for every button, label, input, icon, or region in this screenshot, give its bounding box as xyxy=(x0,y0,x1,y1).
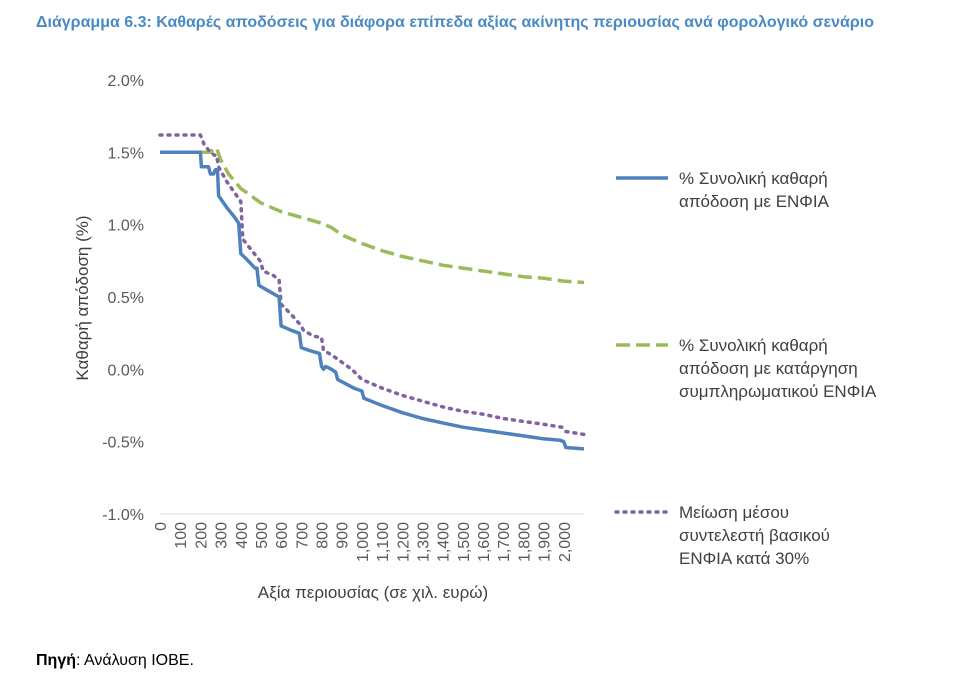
x-axis-label: Αξία περιουσίας (σε χιλ. ευρώ) xyxy=(258,583,488,602)
y-axis-ticks: 2.0% 1.5% 1.0% 0.5% 0.0% -0.5% -1.0% xyxy=(102,73,144,524)
x-tick-label: 2,000 xyxy=(557,522,574,562)
series-line-2 xyxy=(160,146,585,285)
x-tick-label: 400 xyxy=(234,522,251,549)
y-tick-label: 2.0% xyxy=(108,73,144,90)
y-tick-label: -1.0% xyxy=(102,507,144,524)
y-tick-label: 1.5% xyxy=(108,145,144,162)
source-label: Πηγή xyxy=(36,652,76,669)
x-tick-label: 1,600 xyxy=(476,522,493,562)
chart-title: Διάγραμμα 6.3: Καθαρές αποδόσεις για διά… xyxy=(36,14,874,31)
legend-label-1: % Συνολική καθαρή απόδοση με ΕΝΦΙΑ xyxy=(679,169,830,211)
y-tick-label: 0.0% xyxy=(108,362,144,379)
y-axis-label: Καθαρή απόδοση (%) xyxy=(73,215,92,380)
x-tick-label: 1,000 xyxy=(355,522,372,562)
x-tick-label: 1,100 xyxy=(375,522,392,562)
x-tick-label: 1,300 xyxy=(415,522,432,562)
x-tick-label: 600 xyxy=(274,522,291,549)
x-tick-label: 900 xyxy=(335,522,352,549)
x-tick-label: 700 xyxy=(294,522,311,549)
x-tick-label: 1,400 xyxy=(436,522,453,562)
x-axis-ticks: 0 100 200 300 400 500 600 700 800 900 1,000 1,100 1,… xyxy=(153,522,574,562)
x-tick-label: 300 xyxy=(214,522,231,549)
x-tick-label: 1,800 xyxy=(516,522,533,562)
series-lines xyxy=(158,133,586,451)
series-line-3 xyxy=(158,133,586,437)
x-tick-label: 1,500 xyxy=(456,522,473,562)
legend: % Συνολική καθαρή απόδοση με ΕΝΦΙΑ % Συνολ… xyxy=(614,169,877,568)
legend-label-2: % Συνολική καθαρή απόδοση με κατάργηση συμ… xyxy=(679,336,877,401)
x-tick-label: 800 xyxy=(315,522,332,549)
x-tick-label: 100 xyxy=(173,522,190,549)
y-tick-label: 1.0% xyxy=(108,218,144,235)
x-tick-label: 500 xyxy=(254,522,271,549)
line-chart: 2.0% 1.5% 1.0% 0.5% 0.0% -0.5% -1.0% 0 100 200 30… xyxy=(73,73,877,602)
y-tick-label: 0.5% xyxy=(108,290,144,307)
series-line-1 xyxy=(160,150,585,451)
y-tick-label: -0.5% xyxy=(102,435,144,452)
x-tick-label: 1,900 xyxy=(537,522,554,562)
x-tick-label: 200 xyxy=(193,522,210,549)
legend-label-3: Μείωση μέσου συντελεστή βασικού ΕΝΦΙΑ κατά… xyxy=(679,503,830,568)
x-tick-label: 0 xyxy=(153,522,170,531)
x-tick-label: 1,700 xyxy=(496,522,513,562)
x-tick-label: 1,200 xyxy=(395,522,412,562)
source-text: : Ανάλυση ΙΟΒΕ. xyxy=(76,652,194,669)
source-note: Πηγή: Ανάλυση ΙΟΒΕ. xyxy=(36,652,194,670)
